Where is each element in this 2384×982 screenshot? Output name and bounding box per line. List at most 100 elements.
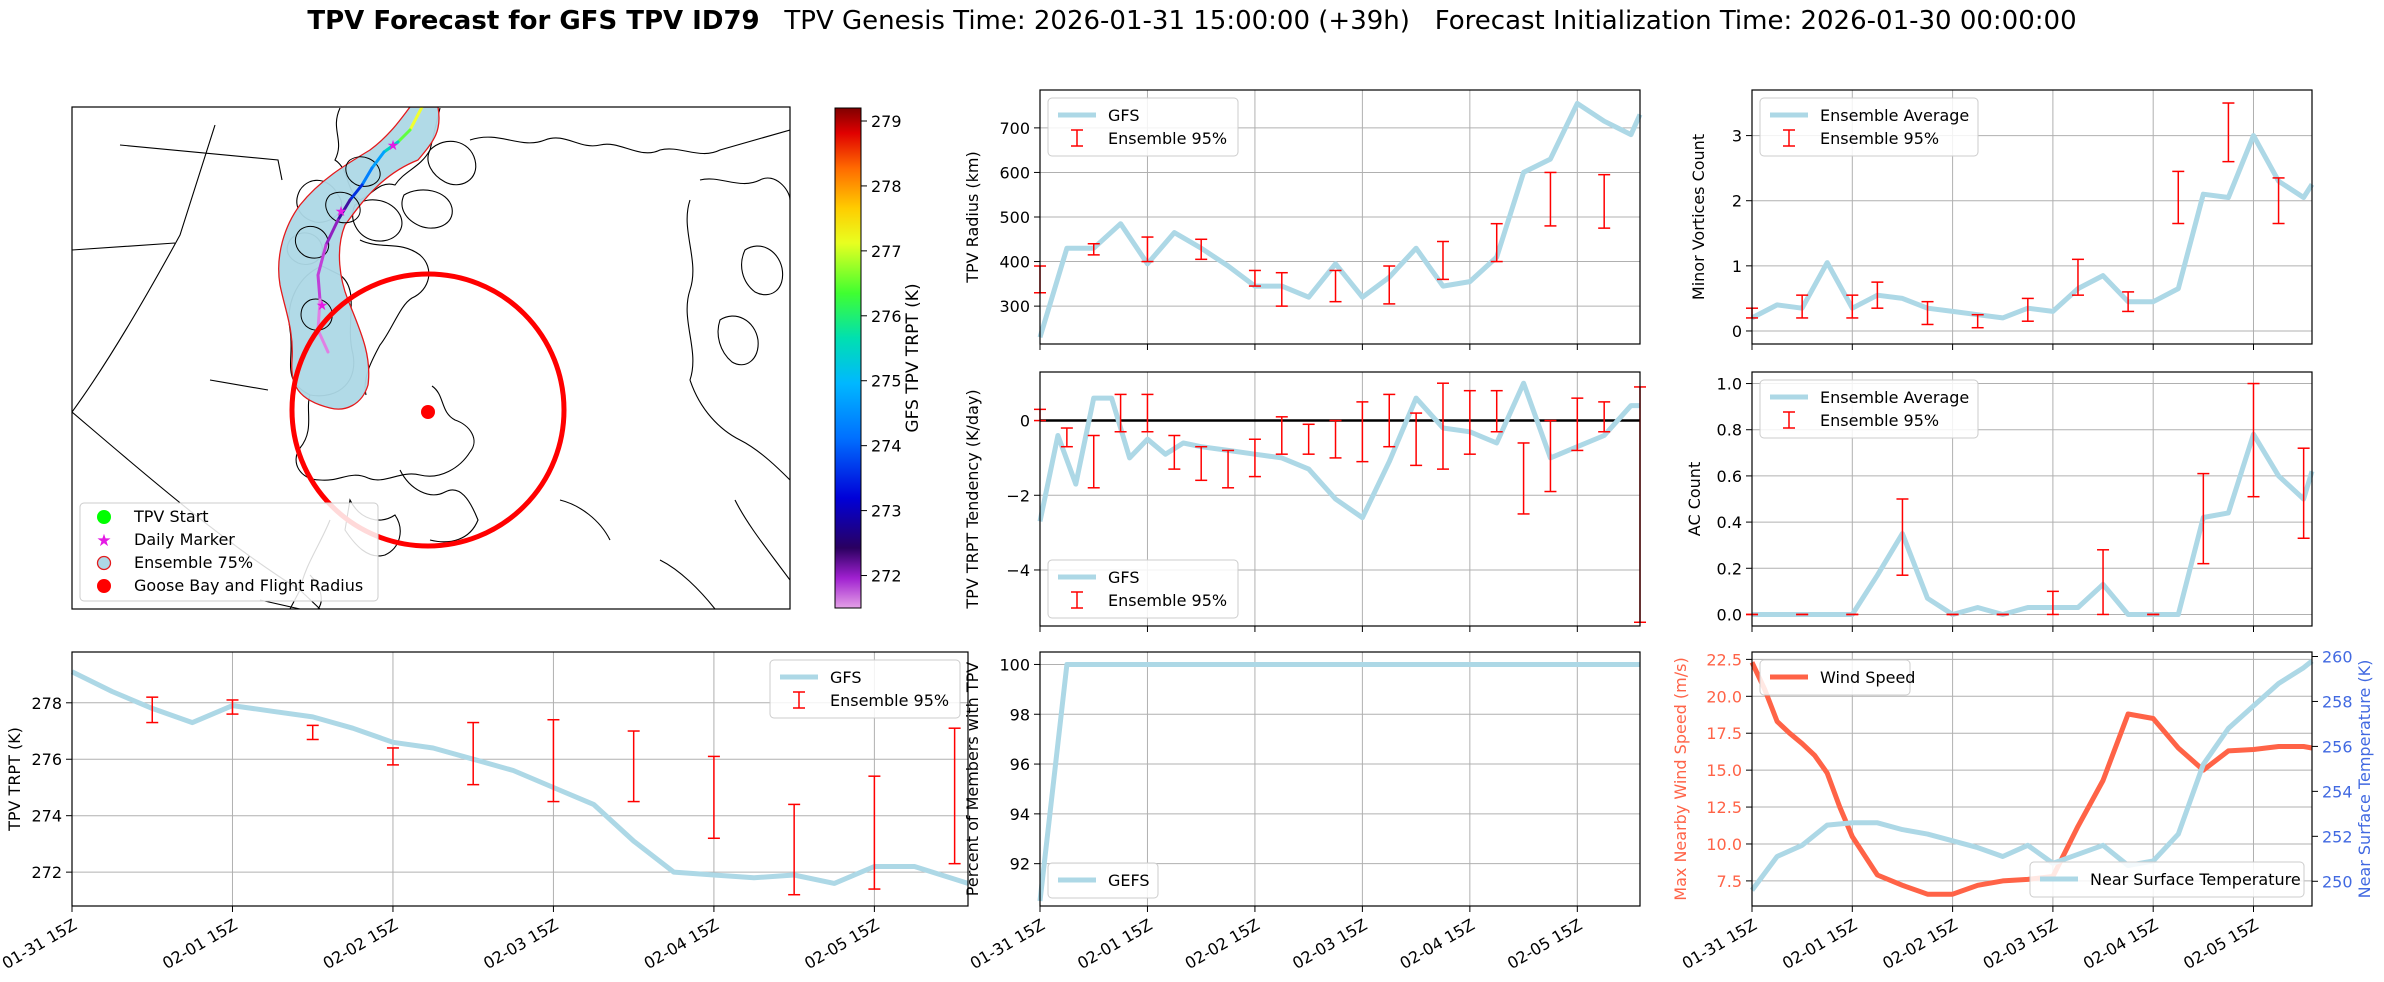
legend-label: Ensemble 95% xyxy=(1108,591,1227,610)
errorbar xyxy=(1087,434,1100,489)
y-tick-label: 0.8 xyxy=(1717,421,1742,440)
y-tick-label: 0 xyxy=(1020,412,1030,431)
y-tick-label: 96 xyxy=(1010,755,1030,774)
legend-label: Ensemble Average xyxy=(1820,106,1969,125)
plot-frame xyxy=(71,651,969,907)
svg-text:★: ★ xyxy=(316,298,329,314)
legend-label: Ensemble Average xyxy=(1820,388,1969,407)
series-line-gfs xyxy=(1037,100,1643,339)
y-tick-label: 10.0 xyxy=(1706,835,1742,854)
legend: GFS Ensemble 95% xyxy=(1047,559,1239,619)
legend-box xyxy=(1759,97,1979,157)
series-line-ensemble-average xyxy=(1750,133,2315,321)
colorbar-tick-label: 277 xyxy=(871,242,902,261)
series-line-near-surface-temperature xyxy=(1749,659,2314,892)
series-line-ensemble-average xyxy=(1752,431,2315,617)
y-tick-label: 278 xyxy=(31,694,62,713)
plot-frame xyxy=(1039,89,1641,345)
errorbar xyxy=(547,718,560,803)
errorbar xyxy=(1195,445,1208,482)
colorbar-label: GFS TPV TRPT (K) xyxy=(903,283,923,432)
legend-ensemble-75: Ensemble 75% xyxy=(134,553,253,572)
errorbar xyxy=(1490,222,1503,263)
y-tick-label: 3 xyxy=(1732,127,1742,146)
x-tick-label: 02-01 15Z xyxy=(1779,915,1860,973)
errorbar xyxy=(2222,102,2235,163)
x-tick-label: 02-01 15Z xyxy=(159,915,240,973)
legend-label: GEFS xyxy=(1108,871,1150,890)
y-axis-label: TPV TRPT (K) xyxy=(5,727,24,832)
legend-label: Ensemble 95% xyxy=(1820,411,1939,430)
y-tick-label: 276 xyxy=(31,750,62,769)
errorbar xyxy=(707,755,720,840)
goose-bay-marker xyxy=(421,405,435,419)
colorbar-ticks: 272 273 274 275 276 277 278 279 xyxy=(861,112,902,586)
errorbar xyxy=(2197,472,2210,565)
legend: GFS Ensemble 95% xyxy=(1047,97,1239,157)
legend: Ensemble Average Ensemble 95% xyxy=(1759,97,1979,157)
series-line-gfs xyxy=(1037,380,1640,522)
errorbar xyxy=(1275,416,1288,455)
legend-label: Ensemble 95% xyxy=(1108,129,1227,148)
y-tick-label: 20.0 xyxy=(1706,687,1742,706)
legend-errorbar-swatch xyxy=(793,691,805,709)
chart-minor: 0 1 2 3 Minor Vortices Count Ensemble Average… xyxy=(1689,89,2315,350)
y-tick-label: 1.0 xyxy=(1717,375,1742,394)
errorbar xyxy=(868,775,881,890)
x-tick-label: 02-05 15Z xyxy=(801,915,882,973)
legend-goose-bay-marker xyxy=(97,579,111,593)
plot-frame xyxy=(1751,651,2313,907)
y-tick-label: 700 xyxy=(999,119,1030,138)
y-tick-label: 0.6 xyxy=(1717,467,1742,486)
colorbar: 272 273 274 275 276 277 278 279 GFS TPV TRPT (K… xyxy=(834,107,923,609)
y-axis-label: TPV Radius (km) xyxy=(963,151,982,284)
y-tick-label: 0.2 xyxy=(1717,559,1742,578)
errorbar xyxy=(1356,401,1369,463)
errorbar xyxy=(467,721,480,786)
y-axis-label: AC Count xyxy=(1685,462,1704,536)
title-init: Forecast Initialization Time: 2026-01-30… xyxy=(1434,6,2077,36)
y-tick-label: 94 xyxy=(1010,805,1030,824)
errorbar xyxy=(2122,291,2135,313)
errorbar xyxy=(1971,313,1984,329)
title-genesis: TPV Genesis Time: 2026-01-31 15:00:00 (+… xyxy=(784,6,1410,36)
x-tick-label: 02-04 15Z xyxy=(1397,915,1478,973)
legend-label: GFS xyxy=(1108,568,1139,587)
y-tick-label: 0 xyxy=(1732,322,1742,341)
title-bold: TPV Forecast for GFS TPV ID79 xyxy=(307,6,760,36)
errorbar xyxy=(1222,449,1235,489)
legend-label: Ensemble 95% xyxy=(1820,129,1939,148)
y-tick-label: 17.5 xyxy=(1706,724,1742,743)
errorbar xyxy=(1490,389,1503,433)
y-tick-label: 0.0 xyxy=(1717,605,1742,624)
figure-title: TPV Forecast for GFS TPV ID79 TPV Genesi… xyxy=(0,6,2384,36)
errorbar xyxy=(2297,447,2310,540)
errorbar xyxy=(1517,442,1530,515)
chart-wind_temp: 7.5 10.0 12.5 15.0 17.5 20.0 22.5 250 252 254 256 2… xyxy=(1671,647,2374,972)
x-tick-label: 02-03 15Z xyxy=(1289,915,1370,973)
errorbar xyxy=(1383,393,1396,448)
legend-tpv-start: TPV Start xyxy=(133,507,209,526)
y-tick-label: 15.0 xyxy=(1706,761,1742,780)
errorbar xyxy=(1463,389,1476,455)
legend-box xyxy=(2029,861,2305,898)
daily-markers: ★ ★ ★ xyxy=(316,138,400,314)
errorbar xyxy=(627,730,640,803)
errorbar xyxy=(948,727,961,865)
y-tick-label: −4 xyxy=(1006,561,1030,580)
errorbar xyxy=(1087,242,1100,256)
errorbar xyxy=(1598,173,1611,229)
errorbar xyxy=(1544,171,1557,227)
y-tick-label: 600 xyxy=(999,163,1030,182)
errorbar xyxy=(226,699,239,715)
errorbar xyxy=(2046,590,2059,616)
legend-box xyxy=(1047,862,1159,899)
chart-radius: 300 400 500 600 700 TPV Radius (km) GFS Ensembl… xyxy=(963,89,1643,350)
map-legend: TPV Start ★ Daily Marker Ensemble 75% Go… xyxy=(79,502,379,602)
errorbar xyxy=(2021,297,2034,322)
colorbar-tick-label: 273 xyxy=(871,502,902,521)
y-tick-label: 22.5 xyxy=(1706,650,1742,669)
y2-tick-label: 260 xyxy=(2322,647,2353,666)
y-axis-label: TPV TRPT Tendency (K/day) xyxy=(963,389,982,609)
errorbar xyxy=(2071,258,2084,296)
